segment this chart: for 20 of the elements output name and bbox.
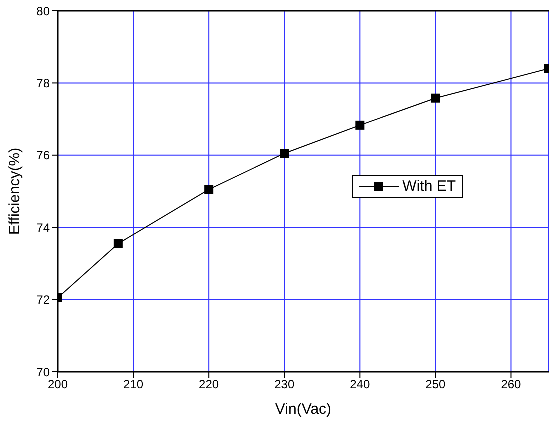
y-tick-label: 70 [36,365,50,380]
x-tick-label: 220 [199,378,220,392]
y-tick-label: 72 [36,293,50,308]
y-tick-label: 78 [36,76,50,90]
point [431,94,440,103]
x-tick-label: 200 [48,378,68,392]
x-tick-label: 250 [426,378,446,392]
x-tick-label: 260 [501,378,522,392]
x-tick-label: 210 [124,378,144,392]
legend-label: With ET [402,178,456,195]
x-tick-label: 240 [350,378,370,392]
y-tick-label: 80 [36,4,50,18]
point [280,149,290,158]
point [204,185,214,194]
point [356,120,365,130]
x-tick-label: 230 [274,378,295,392]
y-tick-label: 76 [36,148,50,163]
x-axis-title: Vin(Vac) [275,401,332,418]
y-tick-label: 74 [36,220,50,235]
y-axis-title: Efficiency(%) [6,148,24,236]
